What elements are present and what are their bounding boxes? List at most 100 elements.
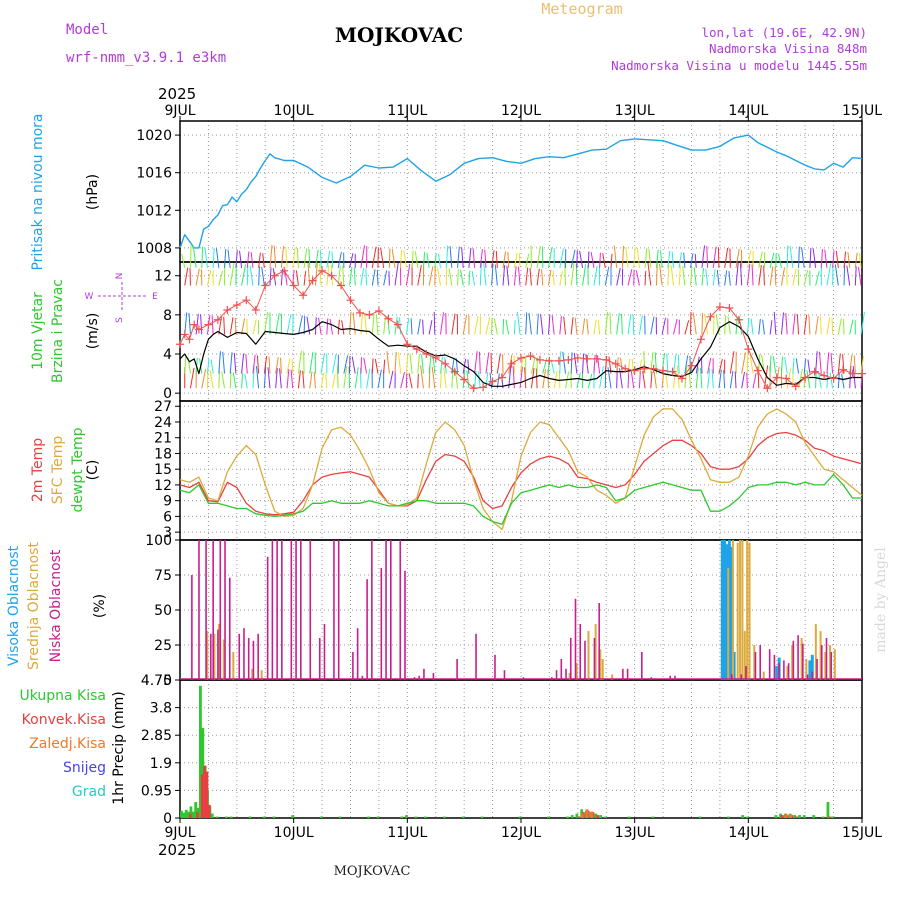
wind-barb (229, 352, 233, 374)
wind-title-1: 10m Vjetar (30, 292, 46, 370)
wind-barb (309, 351, 314, 374)
wind-barb (706, 246, 709, 268)
wind-barb (786, 245, 789, 268)
wind-barb (235, 250, 238, 268)
wind-barb (701, 268, 705, 286)
wind-barb (648, 249, 652, 268)
wind-barb (536, 246, 541, 268)
y-tick-label: 18 (154, 446, 172, 462)
y-tick-label: 1016 (136, 166, 172, 182)
wind-barb (746, 263, 751, 286)
wind-barb (525, 267, 529, 286)
wind-barb (547, 314, 551, 335)
precip-bar (338, 816, 342, 818)
wind-barb (841, 373, 845, 389)
wind-barb (222, 351, 226, 374)
gust-marker (744, 345, 753, 354)
wind-barb (279, 368, 282, 389)
wind-barb (314, 249, 319, 268)
wind-barb (422, 252, 426, 268)
wind-barb (540, 314, 544, 335)
wind-barb (758, 265, 762, 286)
wind-barb (792, 268, 797, 286)
compass-n: N (115, 273, 125, 280)
wind-barb (422, 319, 424, 335)
wind-barb (275, 367, 278, 389)
wind-barb (690, 266, 693, 286)
cloud-title-1: Visoka Oblacnost (6, 545, 22, 666)
gust-marker (355, 308, 364, 317)
wind-barb (602, 253, 606, 268)
gust-marker (753, 366, 762, 375)
wind-barb (795, 358, 800, 374)
wind-barb (688, 366, 692, 389)
wind-barb (336, 365, 339, 389)
wind-barb (803, 358, 807, 374)
wind-barb (479, 249, 483, 268)
wind-barb (239, 250, 243, 268)
gust-marker (592, 354, 601, 363)
wind-barb (801, 247, 805, 268)
wind-barb (245, 354, 248, 374)
x-tick-label-top: 11JUL (387, 103, 427, 119)
temp-ylabel: (C) (85, 460, 101, 481)
precip-bar (812, 815, 816, 818)
wind-barb (832, 250, 835, 268)
wind-barb (579, 250, 584, 268)
precip-bar (414, 816, 418, 818)
wind-barb (599, 365, 604, 389)
wind-barb (627, 314, 632, 335)
precip-bar (205, 771, 209, 818)
wind-barb (349, 311, 352, 335)
wind-barb (471, 271, 476, 286)
wind-barb (604, 266, 610, 286)
wind-barb (280, 357, 282, 374)
wind-barb (269, 244, 273, 268)
precip-bar (594, 813, 598, 818)
wind-barb (296, 247, 299, 268)
wind-barb (541, 269, 544, 286)
compass-cross (98, 282, 146, 310)
gust-marker (517, 353, 525, 362)
wind-barb (211, 315, 214, 335)
wind-barb (246, 251, 250, 268)
temp-title-3: dewpt Temp (70, 427, 86, 512)
wind-barb (267, 367, 271, 389)
wind-barb (632, 314, 635, 335)
precip-bar (196, 812, 199, 818)
precip-bar (188, 813, 192, 818)
wind-barb (400, 371, 405, 389)
panel-frame (179, 120, 863, 263)
wind-barb (297, 315, 303, 335)
cloud-title-2: Srednja Oblacnost (26, 542, 42, 670)
y-tick-label: 1012 (136, 203, 172, 219)
wind-barb (484, 249, 487, 268)
footer-station: MOJKOVAC (334, 864, 411, 879)
y-tick-label: 50 (154, 603, 172, 619)
wind-barb (621, 313, 623, 335)
precip-bar (798, 815, 801, 818)
precip-bar (585, 809, 589, 818)
model-name: wrf-nmm_v3.9.1 e3km (66, 50, 226, 66)
gust-marker (365, 310, 374, 319)
x-tick-label-bottom: 11JUL (387, 825, 427, 841)
precip-bar (518, 816, 522, 818)
wind-barb (436, 267, 441, 286)
wind-barb (780, 312, 784, 335)
wind-barb (564, 262, 567, 286)
precip-bar (577, 816, 581, 818)
y-tick-label: 24 (154, 415, 172, 431)
precip-bar (627, 816, 631, 818)
y-tick-label: 1.9 (150, 756, 172, 772)
wind-barb (437, 253, 441, 268)
precip-bar (596, 815, 600, 818)
wind-barb (263, 311, 269, 335)
wind-barb (472, 248, 476, 268)
wind-barb (212, 247, 215, 268)
precip-bar (405, 815, 408, 818)
wind-barb (620, 357, 623, 374)
gust-marker (526, 351, 535, 360)
wind-barb (426, 252, 430, 268)
wind-barb (241, 318, 246, 335)
wind-barb (319, 263, 322, 286)
